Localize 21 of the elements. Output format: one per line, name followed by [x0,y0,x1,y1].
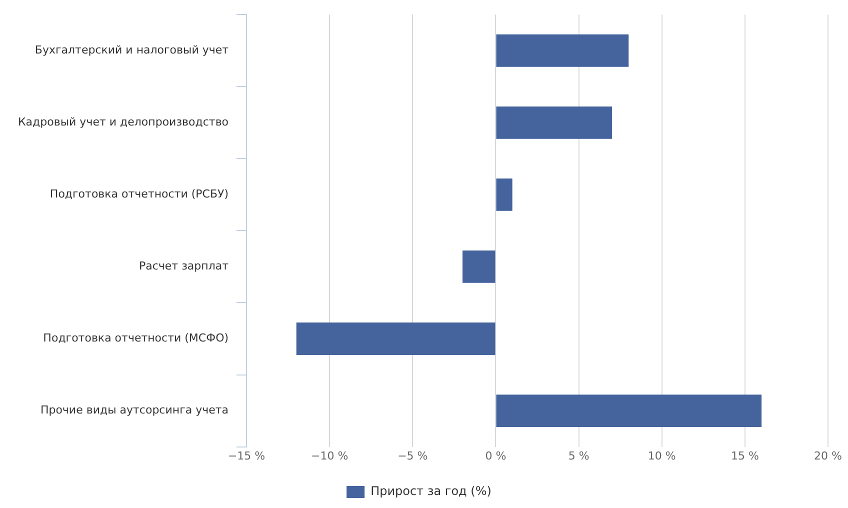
x-tick-label: 20 % [814,449,842,462]
x-tick-label: 0 % [485,449,506,462]
x-tick-label: 15 % [730,449,759,462]
y-tick-label: Бухгалтерский и налоговый учет [34,43,230,56]
y-tick-label: Подготовка отчетности (РСБУ) [50,188,229,201]
y-tick-label: Кадровый учет и делопроизводство [18,116,229,129]
x-tick-label: −15 % [228,449,266,462]
bar [462,250,496,283]
x-tick-label: −10 % [311,449,348,462]
bar [496,34,629,67]
bar [496,394,762,427]
y-tick-label: Прочие виды аутсорсинга учета [40,404,229,417]
bar [496,178,512,211]
x-tick-label: 5 % [568,449,590,462]
bar [496,106,612,139]
y-tick-label: Расчет зарплат [138,260,230,273]
x-tick-label: −5 % [398,449,428,462]
x-tick-label: 10 % [648,449,676,462]
bar [296,322,496,355]
legend-label: Прирост за год (%) [370,484,492,498]
y-tick-label: Подготовка отчетности (МСФО) [43,332,229,345]
